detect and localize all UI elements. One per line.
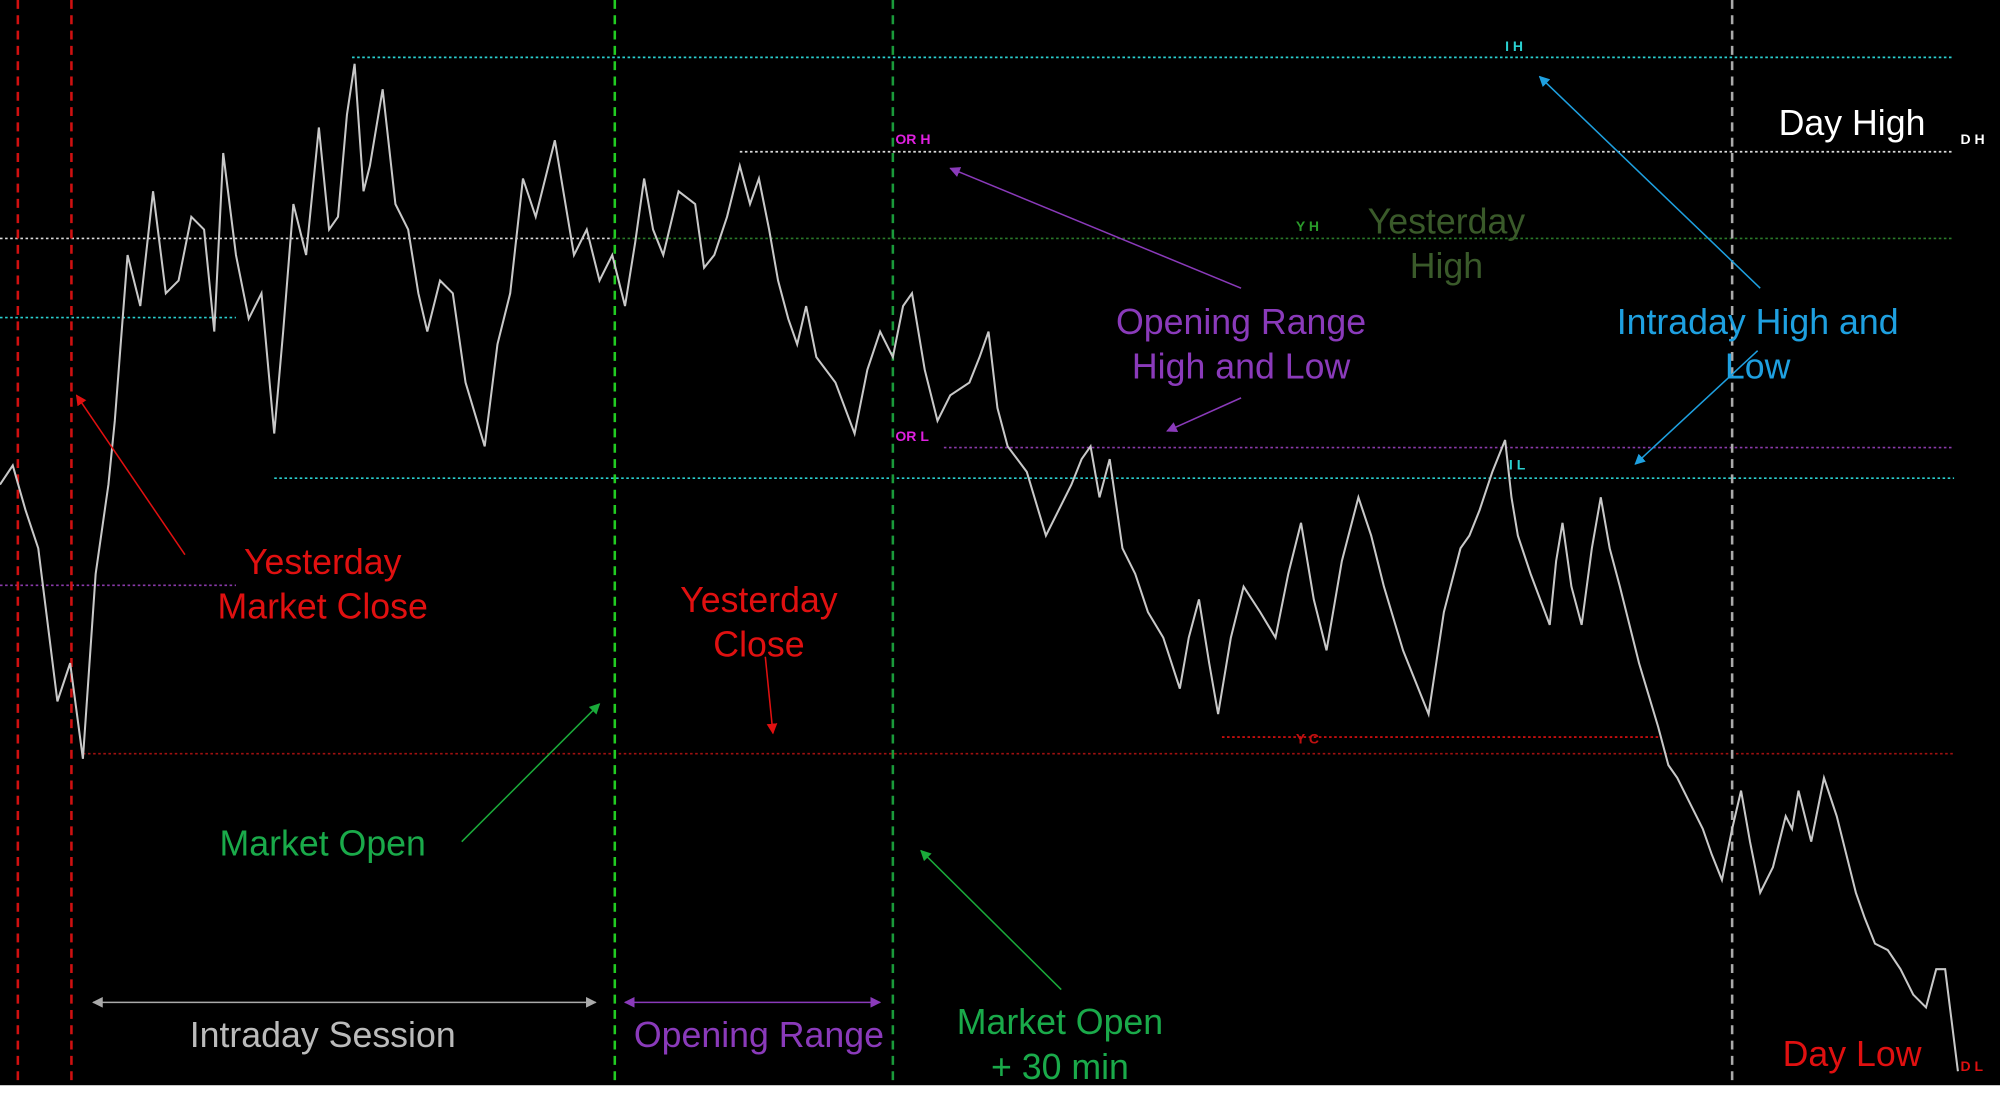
level-lines <box>0 56 1955 755</box>
annotation: Day High <box>1779 103 1926 143</box>
annotation: Market Open <box>220 824 426 864</box>
annotation-line: Low <box>1725 347 1791 387</box>
annotation-line: Day High <box>1779 103 1926 143</box>
level-label: Y C <box>1296 730 1319 746</box>
annotation: Yesterday High <box>1368 201 1526 286</box>
level-label: I H <box>1505 38 1523 54</box>
price-bars <box>0 63 1959 1072</box>
annotation: Intraday Session <box>190 1015 456 1055</box>
arrow <box>920 849 1062 991</box>
annotation-line: Market Open <box>957 1002 1163 1042</box>
arrow <box>461 703 601 843</box>
annotation-arrows <box>75 75 1761 1008</box>
level-labels: I H D H Y H OR H OR L I L Y C D L <box>895 38 1984 1074</box>
annotation-line: + 30 min <box>991 1047 1129 1087</box>
session-lines <box>16 0 1734 1086</box>
annotations: Yesterday Market Close Yesterday Close Mar… <box>190 103 1926 1087</box>
arrow <box>764 656 778 735</box>
annotation-line: Yesterday <box>244 542 402 582</box>
level-label: OR H <box>895 131 930 147</box>
annotation: Yesterday Close <box>680 580 838 665</box>
annotation-line: Intraday Session <box>190 1015 456 1055</box>
annotation: Opening Range <box>634 1015 884 1055</box>
annotation-line: High <box>1410 246 1483 286</box>
annotation-line: High and Low <box>1132 347 1351 387</box>
level-label: D L <box>1960 1058 1983 1074</box>
level-label: D H <box>1960 131 1984 147</box>
arrow <box>1538 75 1761 289</box>
annotation-line: Day Low <box>1783 1034 1922 1074</box>
annotation-line: Market Open <box>220 824 426 864</box>
annotation-line: Market Close <box>218 586 428 626</box>
level-label: I L <box>1509 456 1526 472</box>
arrow <box>949 167 1242 289</box>
level-label: OR L <box>895 428 929 444</box>
arrow <box>75 394 186 556</box>
annotation: Opening Range High and Low <box>1116 302 1366 387</box>
annotation: Market Open + 30 min <box>957 1002 1163 1087</box>
level-label: Y H <box>1296 218 1319 234</box>
chart-background <box>0 0 2000 1086</box>
annotation: Intraday High and Low <box>1617 302 1899 387</box>
arrow <box>1634 350 1759 465</box>
annotation-line: Yesterday <box>680 580 838 620</box>
annotation-line: Opening Range <box>634 1015 884 1055</box>
arrow <box>1166 397 1242 432</box>
annotation-line: Intraday High and <box>1617 302 1899 342</box>
annotation: Day Low <box>1783 1034 1922 1074</box>
annotation-line: Yesterday <box>1368 201 1526 241</box>
annotation-line: Opening Range <box>1116 302 1366 342</box>
annotation: Yesterday Market Close <box>218 542 428 627</box>
annotation-line: Close <box>713 625 804 665</box>
